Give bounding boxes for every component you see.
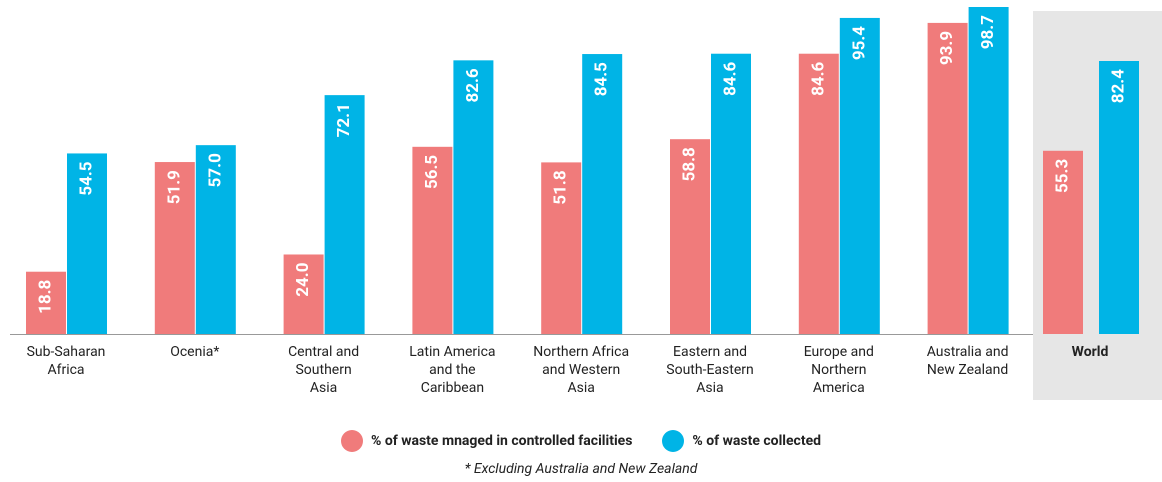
bar bbox=[67, 153, 107, 334]
value-label: 58.8 bbox=[679, 147, 699, 181]
bar bbox=[412, 146, 453, 334]
legend-label: % of waste collected bbox=[692, 433, 822, 449]
legend-swatch bbox=[340, 430, 363, 452]
x-tick-label: World bbox=[1071, 344, 1109, 360]
x-tick-label: Latin America and the Caribbean bbox=[409, 344, 496, 396]
value-label: 84.5 bbox=[592, 62, 612, 96]
bar bbox=[1043, 150, 1083, 334]
x-tick-label: Sub-Saharan Africa bbox=[26, 344, 106, 378]
bar bbox=[453, 60, 494, 335]
value-label: 51.9 bbox=[164, 170, 184, 204]
bar bbox=[839, 17, 880, 334]
bar bbox=[670, 139, 710, 334]
value-label: 82.4 bbox=[1108, 69, 1128, 103]
bar bbox=[324, 95, 365, 335]
value-label: 51.8 bbox=[551, 170, 571, 204]
value-label: 24.0 bbox=[293, 262, 313, 296]
value-label: 55.3 bbox=[1052, 159, 1072, 193]
bar bbox=[798, 53, 839, 334]
value-label: 95.4 bbox=[849, 26, 869, 60]
value-label: 98.7 bbox=[978, 15, 998, 49]
legend-item: % of waste mnaged in controlled faciliti… bbox=[340, 430, 633, 452]
x-tick-label: Northern Africa and Western Asia bbox=[533, 344, 630, 396]
bar bbox=[1099, 61, 1139, 334]
bar bbox=[154, 162, 195, 334]
x-tick-label: Australia and New Zealand bbox=[926, 344, 1009, 378]
x-tick-label: Europe and Northern America bbox=[803, 344, 874, 396]
bar bbox=[26, 271, 66, 334]
bar bbox=[582, 54, 623, 334]
value-label: 84.6 bbox=[720, 61, 740, 95]
value-label: 18.8 bbox=[35, 280, 55, 314]
legend-item: % of waste collected bbox=[662, 430, 821, 452]
legend-swatch bbox=[662, 430, 685, 452]
x-tick-label: Ocenia* bbox=[170, 344, 220, 360]
footnote: * Excluding Australia and New Zealand bbox=[464, 461, 698, 477]
bar bbox=[968, 7, 1009, 334]
bar bbox=[541, 162, 582, 334]
bar bbox=[927, 22, 968, 334]
value-label: 54.5 bbox=[76, 161, 96, 195]
bar bbox=[195, 145, 236, 334]
legend: % of waste mnaged in controlled faciliti… bbox=[0, 430, 1162, 452]
legend-label: % of waste mnaged in controlled faciliti… bbox=[370, 433, 633, 449]
value-label: 57.0 bbox=[205, 153, 225, 187]
x-tick-label: Central and Southern Asia bbox=[288, 344, 360, 396]
value-label: 56.5 bbox=[422, 155, 442, 189]
value-label: 82.6 bbox=[463, 68, 483, 102]
value-label: 72.1 bbox=[334, 103, 354, 137]
bar bbox=[711, 53, 751, 334]
value-label: 84.6 bbox=[808, 61, 828, 95]
x-tick-label: Eastern and South-Eastern Asia bbox=[666, 344, 754, 396]
value-label: 93.9 bbox=[937, 31, 957, 65]
bar bbox=[283, 254, 324, 334]
